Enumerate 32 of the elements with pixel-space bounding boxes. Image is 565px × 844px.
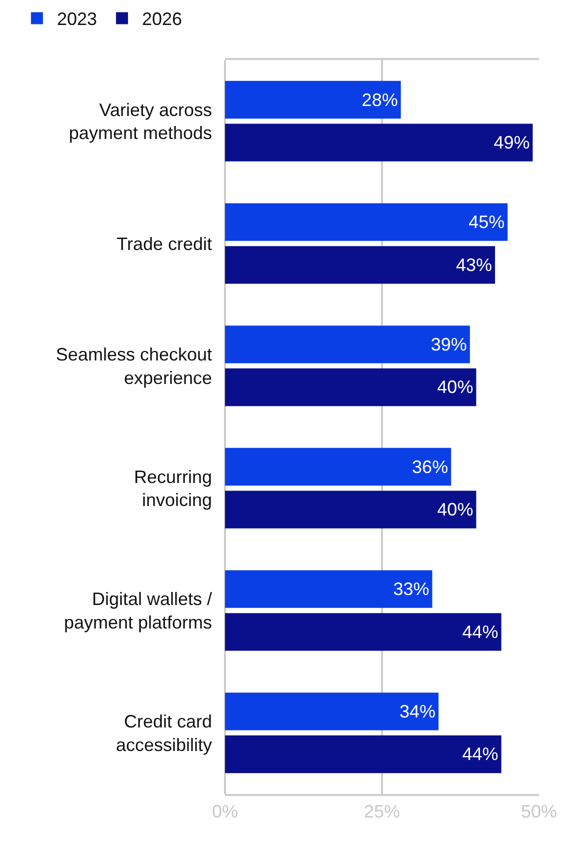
bar: [225, 490, 476, 528]
data-label: 34%: [399, 701, 436, 722]
data-label: 49%: [494, 132, 530, 153]
data-label: 44%: [462, 744, 498, 764]
bar: [225, 124, 533, 162]
bar: [225, 80, 401, 119]
data-label: 40%: [437, 377, 474, 398]
data-label: 33%: [393, 579, 430, 600]
data-label: 28%: [362, 90, 398, 110]
y-tick-label: Seamless checkout experience: [56, 344, 212, 388]
y-tick-label: Recurring invoicing: [134, 466, 212, 510]
bar: [225, 368, 476, 406]
data-label: 40%: [437, 500, 474, 520]
bar: [225, 613, 502, 651]
bar: [225, 203, 508, 241]
y-tick-label: Credit card accessibility: [116, 711, 212, 755]
bar: [225, 570, 432, 608]
legend-label: 2026: [142, 9, 182, 30]
y-tick-label: Digital wallets / payment platforms: [64, 589, 212, 632]
data-label: 39%: [430, 334, 467, 354]
bar: [225, 326, 470, 364]
bar: [225, 692, 439, 730]
data-label: 45%: [468, 212, 505, 232]
bar: [225, 735, 502, 774]
bar: [225, 448, 452, 486]
data-label: 36%: [412, 456, 448, 477]
legend-label: 2023: [56, 9, 97, 30]
bar: [225, 246, 496, 284]
y-tick-label: Variety across payment methods: [68, 100, 212, 144]
data-label: 44%: [462, 622, 498, 642]
y-tick-label: Trade credit: [116, 234, 212, 254]
data-label: 43%: [456, 254, 492, 275]
